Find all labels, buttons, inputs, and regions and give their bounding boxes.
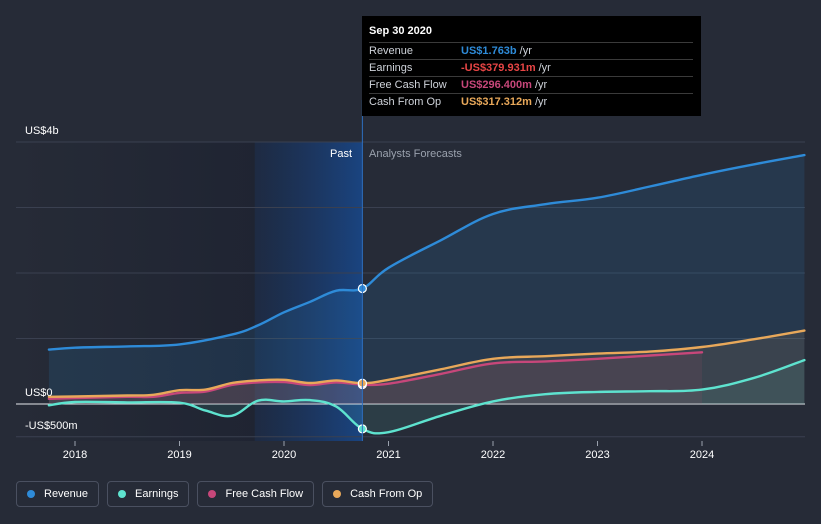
legend-label: Earnings: [135, 488, 179, 500]
legend-dot-icon: [118, 490, 127, 498]
legend-item-cash-from-op[interactable]: Cash From Op: [322, 481, 434, 507]
y-tick-label: US$0: [25, 387, 53, 399]
x-tick-label: 2024: [690, 449, 714, 461]
legend-item-revenue[interactable]: Revenue: [16, 481, 100, 507]
tooltip-row-earnings: Earnings -US$379.931m /yr: [369, 59, 693, 76]
x-tick-label: 2022: [481, 449, 505, 461]
legend-dot-icon: [333, 490, 342, 498]
free-cash-flow-line: [47, 351, 704, 400]
legend-item-free-cash-flow[interactable]: Free Cash Flow: [197, 481, 315, 507]
x-tick-label: 2021: [376, 449, 400, 461]
x-tick-label: 2018: [63, 449, 87, 461]
tooltip-label: Cash From Op: [369, 96, 442, 108]
y-tick-label: US$4b: [25, 125, 59, 137]
legend-label: Cash From Op: [350, 488, 423, 500]
tooltip-value: -US$379.931m: [461, 62, 536, 74]
x-tick-label: 2020: [272, 449, 296, 461]
earnings-line: [47, 358, 806, 435]
y-tick-label: -US$500m: [25, 420, 78, 432]
cash-from-op-line: [47, 329, 806, 398]
tooltip-unit: /yr: [534, 79, 548, 91]
legend-item-earnings[interactable]: Earnings: [107, 481, 190, 507]
forecast-label: Analysts Forecasts: [369, 148, 462, 160]
tooltip: Sep 30 2020 Revenue US$1.763b /yr Earnin…: [362, 16, 701, 116]
x-tick-label: 2023: [585, 449, 609, 461]
revenue-area: [48, 155, 805, 404]
tooltip-date: Sep 30 2020: [369, 25, 432, 37]
past-label: Past: [330, 148, 352, 160]
earnings-area: [48, 360, 805, 434]
tooltip-unit: /yr: [538, 62, 551, 74]
tooltip-label: Revenue: [369, 45, 414, 57]
legend-dot-icon: [27, 490, 35, 498]
tooltip-value: US$1.763b: [461, 45, 517, 57]
cash-from-op-area: [48, 330, 805, 404]
legend-label: Revenue: [44, 488, 89, 500]
tooltip-value: US$317.312m: [461, 96, 532, 108]
tooltip-label: Free Cash Flow: [369, 79, 447, 91]
legend-dot-icon: [208, 490, 217, 498]
tooltip-unit: /yr: [534, 96, 548, 108]
hover-region: [254, 142, 363, 441]
legend-label: Free Cash Flow: [225, 488, 304, 500]
tooltip-row-revenue: Revenue US$1.763b /yr: [369, 42, 693, 59]
tooltip-value: US$296.400m: [461, 79, 532, 91]
tooltip-row-fcf: Free Cash Flow US$296.400m /yr: [369, 76, 693, 93]
x-tick-label: 2019: [167, 449, 191, 461]
tooltip-label: Earnings: [369, 62, 413, 74]
tooltip-unit: /yr: [519, 45, 532, 57]
legend: Revenue Earnings Free Cash Flow Cash Fro…: [16, 481, 434, 507]
tooltip-row-cfo: Cash From Op US$317.312m /yr: [369, 93, 693, 110]
